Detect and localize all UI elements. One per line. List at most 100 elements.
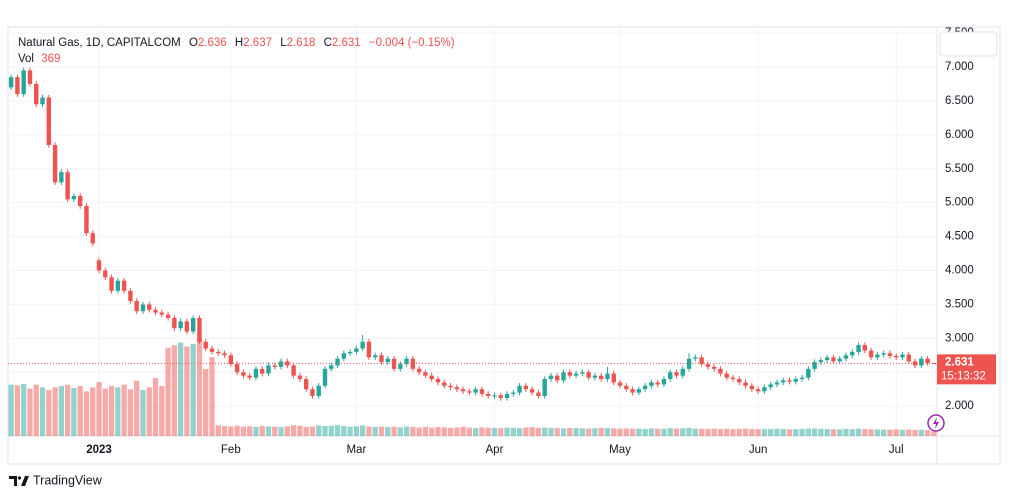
volume-bar bbox=[159, 386, 165, 436]
candle-body bbox=[354, 348, 359, 352]
volume-bar bbox=[64, 384, 71, 436]
candle-body bbox=[900, 354, 905, 358]
volume-bar bbox=[479, 427, 485, 436]
candle-body bbox=[153, 309, 158, 313]
volume-bar bbox=[8, 384, 14, 436]
logo-dot[interactable] bbox=[17, 476, 22, 480]
candle-body bbox=[580, 372, 585, 374]
alert-bolt[interactable] bbox=[933, 417, 939, 429]
volume-bar bbox=[429, 427, 435, 436]
candle-body bbox=[59, 172, 64, 183]
logo-slash[interactable] bbox=[21, 476, 29, 486]
symbol: Natural Gas, 1D, CAPITALCOM bbox=[18, 37, 181, 49]
volume-bar bbox=[579, 428, 585, 436]
candle-body bbox=[266, 365, 271, 374]
candle-body bbox=[912, 361, 918, 366]
volume-bar bbox=[303, 426, 309, 436]
volume-bar bbox=[611, 428, 617, 436]
candle-body bbox=[21, 70, 26, 95]
candle-body bbox=[253, 368, 259, 378]
candle-body bbox=[278, 361, 284, 367]
volume-bar bbox=[705, 428, 711, 436]
candle-body bbox=[548, 375, 554, 380]
volume-bar bbox=[177, 342, 184, 436]
x-tick-label: Apr bbox=[486, 444, 504, 456]
candle-body bbox=[398, 364, 403, 369]
candle-body bbox=[630, 389, 635, 393]
candle-body bbox=[824, 357, 830, 361]
volume-bar bbox=[322, 426, 328, 436]
volume-bar bbox=[247, 426, 253, 436]
volume-bar bbox=[598, 427, 604, 436]
candle-body bbox=[234, 364, 240, 373]
logo-mark[interactable] bbox=[9, 476, 17, 486]
volume-bar bbox=[648, 428, 655, 436]
candle-body bbox=[34, 83, 39, 105]
volume-bar bbox=[165, 347, 171, 436]
volume-bar bbox=[655, 428, 661, 436]
candle-body bbox=[868, 350, 874, 358]
volume-bar bbox=[77, 386, 83, 436]
volume-bar bbox=[736, 428, 742, 436]
volume-bar bbox=[416, 427, 422, 436]
volume-bar bbox=[661, 428, 667, 436]
brand-name[interactable]: TradingView bbox=[33, 473, 103, 487]
volume-bar bbox=[391, 426, 397, 436]
volume-bar bbox=[121, 384, 127, 436]
candle-body bbox=[661, 379, 667, 385]
volume-bar bbox=[27, 388, 33, 436]
volume-bar bbox=[774, 428, 780, 436]
volume-bar bbox=[629, 428, 636, 436]
candle-body bbox=[749, 385, 755, 390]
volume-bar bbox=[730, 429, 736, 436]
volume-bar bbox=[316, 425, 322, 436]
volume-bar bbox=[912, 429, 918, 436]
candle-body bbox=[448, 385, 453, 388]
volume-value: 369 bbox=[41, 53, 60, 65]
candle-body bbox=[787, 380, 792, 382]
volume-bar bbox=[190, 343, 196, 436]
candle-body bbox=[46, 97, 51, 146]
y-tick-label: 4.000 bbox=[945, 265, 974, 277]
last-price-label: 2.631 bbox=[945, 356, 974, 368]
alert-icon[interactable] bbox=[927, 414, 945, 432]
candle-body bbox=[699, 357, 704, 365]
candle-body bbox=[743, 382, 748, 386]
brand-logo[interactable]: TradingView bbox=[9, 473, 103, 487]
y-tick-label: 6.000 bbox=[945, 129, 974, 141]
volume-bar bbox=[435, 427, 441, 436]
volume-bar bbox=[71, 388, 77, 436]
volume-bar bbox=[83, 391, 90, 436]
candle-body bbox=[197, 317, 202, 342]
candle-body bbox=[209, 348, 215, 352]
volume-bar bbox=[573, 428, 579, 436]
candle-body bbox=[128, 290, 133, 302]
volume-bar bbox=[52, 387, 58, 436]
candle-body bbox=[40, 97, 45, 105]
candle-body bbox=[919, 358, 924, 366]
volume-bar bbox=[272, 426, 278, 436]
volume-bar bbox=[466, 427, 472, 436]
candle-body bbox=[140, 304, 146, 312]
volume-bar bbox=[215, 425, 221, 436]
scale-button[interactable] bbox=[939, 31, 998, 57]
open-value: 2.636 bbox=[198, 37, 227, 49]
y-tick-label: 7.000 bbox=[945, 61, 974, 73]
volume-bar bbox=[636, 428, 642, 436]
candle-body bbox=[598, 375, 604, 380]
candle-body bbox=[291, 365, 296, 376]
candle-body bbox=[329, 365, 334, 369]
volume-bar bbox=[717, 429, 724, 436]
volume-bar bbox=[799, 428, 805, 436]
volume-bar bbox=[328, 425, 334, 436]
candle-body bbox=[404, 358, 409, 365]
candle-body bbox=[511, 392, 516, 394]
volume-bar bbox=[127, 389, 134, 436]
volume-bar bbox=[14, 385, 21, 436]
candle-body bbox=[655, 382, 660, 385]
volume-bar bbox=[378, 426, 385, 436]
volume-bar bbox=[698, 428, 705, 436]
volume-bar bbox=[102, 388, 108, 436]
volume-bar bbox=[108, 386, 115, 436]
high-label: H bbox=[235, 37, 243, 49]
